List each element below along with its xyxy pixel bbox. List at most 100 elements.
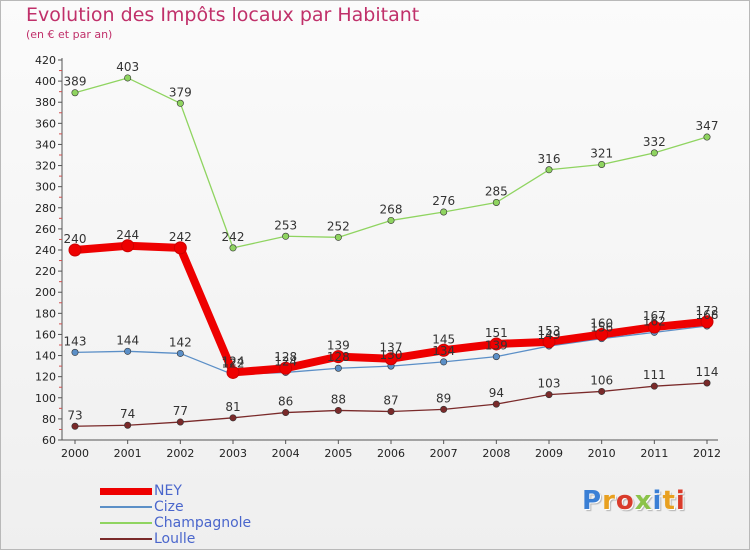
- data-label-loulle: 81: [225, 400, 240, 414]
- data-point-loulle: [387, 407, 395, 415]
- legend-item-ney[interactable]: NEY: [100, 483, 300, 500]
- data-point-champagnole: [71, 89, 79, 97]
- data-label-loulle: 74: [120, 407, 135, 421]
- x-tick-label: 2011: [640, 447, 668, 460]
- data-point-ney: [121, 239, 135, 253]
- x-tick-label: 2003: [219, 447, 247, 460]
- data-label-ney: 240: [64, 232, 87, 246]
- data-label-champagnole: 403: [116, 60, 139, 74]
- x-tick-label: 2010: [588, 447, 616, 460]
- legend-label-ney: NEY: [154, 483, 182, 499]
- data-label-loulle: 94: [489, 386, 504, 400]
- legend-item-champagnole[interactable]: Champagnole: [100, 515, 300, 532]
- data-label-loulle: 106: [590, 373, 613, 387]
- data-point-champagnole: [598, 161, 606, 169]
- chart-subtitle: (en € et par an): [26, 28, 113, 41]
- legend-label-champagnole: Champagnole: [154, 515, 252, 531]
- data-point-champagnole: [650, 149, 658, 157]
- data-label-cize: 124: [274, 354, 297, 368]
- data-point-ney: [437, 343, 451, 357]
- y-tick-label: 160: [35, 328, 56, 341]
- data-point-ney: [489, 337, 503, 351]
- data-label-cize: 134: [432, 344, 455, 358]
- data-point-loulle: [282, 409, 290, 417]
- y-tick-label: 400: [35, 75, 56, 88]
- data-point-ney: [173, 241, 187, 255]
- data-label-champagnole: 389: [64, 75, 87, 89]
- data-point-loulle: [703, 379, 711, 387]
- x-tick-label: 2009: [535, 447, 563, 460]
- y-tick-label: 320: [35, 160, 56, 173]
- y-tick-label: 180: [35, 307, 56, 320]
- chart-lines: [68, 74, 714, 430]
- x-tick-label: 2004: [272, 447, 300, 460]
- data-point-champagnole: [492, 199, 500, 207]
- y-tick-label: 60: [42, 434, 56, 447]
- data-point-ney: [384, 352, 398, 366]
- data-point-ney: [700, 315, 714, 329]
- legend-item-loulle[interactable]: Loulle: [100, 531, 300, 548]
- data-label-champagnole: 276: [432, 194, 455, 208]
- data-label-cize: 162: [643, 314, 666, 328]
- data-label-champagnole: 253: [274, 218, 297, 232]
- data-label-ney: 139: [327, 339, 350, 353]
- y-tick-label: 300: [35, 181, 56, 194]
- x-tick-label: 2012: [693, 447, 721, 460]
- data-point-ney: [68, 243, 82, 257]
- data-point-loulle: [545, 391, 553, 399]
- data-label-cize: 143: [64, 334, 87, 348]
- legend-label-loulle: Loulle: [154, 531, 196, 547]
- data-point-loulle: [176, 418, 184, 426]
- data-point-cize: [124, 347, 132, 355]
- data-label-loulle: 87: [383, 394, 398, 408]
- data-label-champagnole: 268: [380, 202, 403, 216]
- data-point-ney: [331, 350, 345, 364]
- x-tick-label: 2006: [377, 447, 405, 460]
- data-point-ney: [595, 327, 609, 341]
- y-tick-label: 280: [35, 202, 56, 215]
- data-label-cize: 122: [222, 357, 245, 371]
- data-label-loulle: 89: [436, 391, 451, 405]
- data-point-cize: [176, 349, 184, 357]
- data-label-ney: 167: [643, 309, 666, 323]
- data-label-cize: 128: [327, 350, 350, 364]
- data-label-cize: 130: [380, 348, 403, 362]
- chart-title: Evolution des Impôts locaux par Habitant: [26, 4, 420, 26]
- legend-item-cize[interactable]: Cize: [100, 499, 300, 516]
- logo-letter: x: [634, 486, 653, 516]
- data-point-loulle: [71, 422, 79, 430]
- data-label-ney: 242: [169, 230, 192, 244]
- data-label-loulle: 77: [173, 404, 188, 418]
- y-tick-label: 420: [35, 54, 56, 67]
- data-label-loulle: 88: [331, 392, 346, 406]
- x-tick-label: 2005: [324, 447, 352, 460]
- data-label-cize: 149: [538, 328, 561, 342]
- data-label-cize: 139: [485, 339, 508, 353]
- data-label-champagnole: 285: [485, 185, 508, 199]
- data-label-champagnole: 316: [538, 152, 561, 166]
- data-label-champagnole: 347: [696, 119, 719, 133]
- logo-letter: P: [582, 486, 603, 516]
- data-point-champagnole: [124, 74, 132, 82]
- data-label-ney: 172: [696, 304, 719, 318]
- legend-swatch-cize: [100, 506, 152, 508]
- data-point-cize: [71, 348, 79, 356]
- data-label-loulle: 103: [538, 377, 561, 391]
- data-point-champagnole: [440, 208, 448, 216]
- data-point-loulle: [124, 421, 132, 429]
- y-tick-label: 200: [35, 286, 56, 299]
- data-label-ney: 124: [222, 354, 245, 368]
- x-tick-label: 2001: [114, 447, 142, 460]
- data-point-loulle: [229, 414, 237, 422]
- data-point-loulle: [650, 382, 658, 390]
- data-point-loulle: [598, 387, 606, 395]
- data-point-champagnole: [387, 216, 395, 224]
- data-point-cize: [334, 364, 342, 372]
- data-point-cize: [492, 353, 500, 361]
- x-tick-label: 2007: [430, 447, 458, 460]
- y-tick-label: 360: [35, 117, 56, 130]
- y-tick-label: 140: [35, 350, 56, 363]
- logo-letter: i: [652, 486, 663, 516]
- data-point-ney: [647, 320, 661, 334]
